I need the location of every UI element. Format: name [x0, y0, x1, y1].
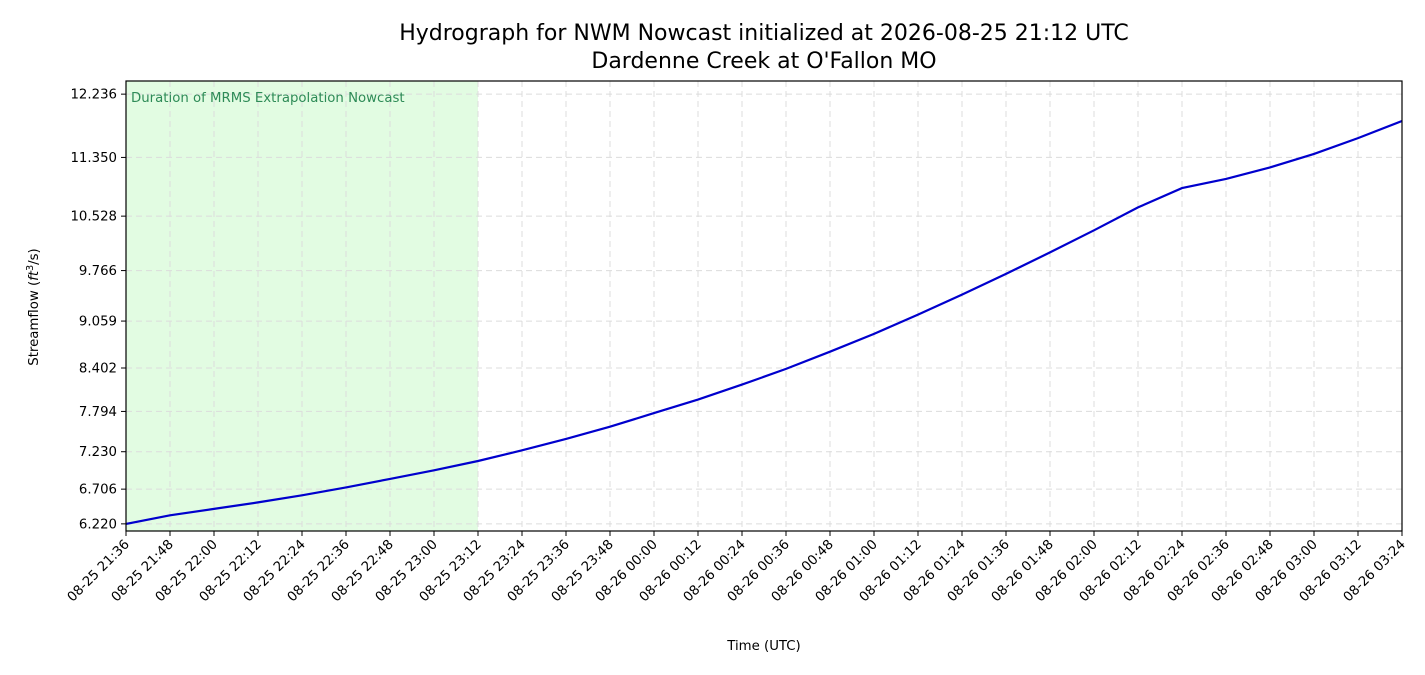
y-tick-label: 6.706 — [79, 483, 117, 498]
y-tick-label: 7.230 — [79, 445, 117, 460]
chart-title: Hydrograph for NWM Nowcast initialized a… — [399, 21, 1129, 46]
plot-frame — [125, 80, 1403, 532]
nowcast-duration-label: Duration of MRMS Extrapolation Nowcast — [131, 91, 405, 106]
streamflow-line — [125, 119, 1403, 525]
y-axis-ticks: 6.220 6.706 7.230 7.794 8.402 9.059 9.766 10.52… — [70, 88, 126, 532]
y-tick-label: 9.766 — [79, 264, 117, 279]
y-tick-label: 12.236 — [70, 88, 117, 103]
grid-lines — [125, 81, 1403, 531]
y-axis-label-unit-base: ft — [27, 270, 42, 281]
chart-subtitle: Dardenne Creek at O'Fallon MO — [591, 49, 936, 74]
y-axis-label-text: Streamflow ( — [27, 281, 42, 366]
y-tick-label: 7.794 — [79, 405, 117, 420]
y-tick-label: 9.059 — [79, 315, 117, 330]
y-axis-label: Streamflow (ft3/s) — [25, 248, 43, 365]
y-tick-label: 10.528 — [70, 210, 117, 225]
y-tick-label: 8.402 — [79, 362, 117, 377]
plot-area: Duration of MRMS Extrapolation Nowcast — [125, 80, 1403, 532]
y-axis-label-unit-exp: 3 — [25, 265, 36, 271]
y-tick-label: 11.350 — [70, 151, 117, 166]
y-tick-label: 6.220 — [79, 517, 117, 532]
y-axis-label-unit-rest: /s) — [27, 248, 42, 265]
x-axis-label: Time (UTC) — [726, 639, 801, 654]
